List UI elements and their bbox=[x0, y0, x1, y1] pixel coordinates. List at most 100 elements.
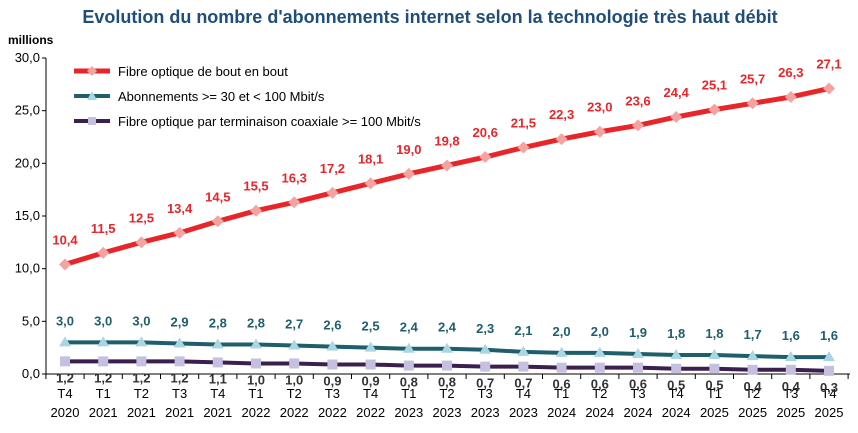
data-label: 3,0 bbox=[56, 313, 74, 328]
data-label: 3,0 bbox=[132, 313, 150, 328]
data-point bbox=[402, 167, 415, 180]
data-point bbox=[632, 347, 644, 358]
data-label: 25,7 bbox=[740, 71, 765, 86]
data-point bbox=[441, 159, 453, 172]
data-label: 16,3 bbox=[282, 170, 307, 185]
data-label: 23,0 bbox=[587, 100, 612, 115]
data-label: 2,8 bbox=[209, 316, 227, 331]
data-point bbox=[746, 350, 759, 361]
data-label: 1,2 bbox=[132, 370, 150, 385]
data-point bbox=[594, 362, 605, 373]
data-point bbox=[709, 363, 720, 374]
data-point bbox=[288, 339, 301, 350]
data-labels: 10,4 11,5 12,5 13,4 14,5 15,5 16,3 17,2 18,1 19,0… bbox=[52, 57, 841, 395]
x-tick-label-year: 2021 bbox=[89, 405, 118, 420]
data-point bbox=[708, 349, 721, 360]
x-tick-label-quarter: T1 bbox=[707, 386, 722, 401]
x-tick-label-year: 2023 bbox=[509, 405, 538, 420]
legend-label: Abonnements >= 30 et < 100 Mbit/s bbox=[118, 89, 325, 104]
x-tick-label-year: 2025 bbox=[815, 405, 844, 420]
x-tick-label-quarter: T3 bbox=[478, 386, 493, 401]
data-point bbox=[479, 343, 492, 354]
data-label: 10,4 bbox=[52, 232, 78, 247]
legend-label: Fibre optique de bout en bout bbox=[118, 64, 288, 79]
data-point bbox=[746, 97, 759, 110]
x-tick-label-quarter: T1 bbox=[248, 386, 263, 401]
x-tick-label-quarter: T3 bbox=[783, 386, 798, 401]
legend-label: Fibre optique par terminaison coaxiale >… bbox=[118, 114, 421, 129]
data-point bbox=[250, 338, 262, 349]
data-point bbox=[403, 360, 414, 371]
data-point bbox=[823, 82, 835, 95]
data-label: 2,1 bbox=[514, 323, 532, 338]
data-point bbox=[784, 90, 797, 103]
data-point bbox=[327, 359, 338, 370]
data-label: 1,6 bbox=[820, 328, 838, 343]
data-point bbox=[364, 341, 377, 352]
data-point bbox=[250, 204, 262, 217]
x-tick-label-quarter: T2 bbox=[439, 386, 454, 401]
data-label: 1,9 bbox=[629, 325, 647, 340]
y-tick-label: 20,0 bbox=[15, 155, 40, 170]
data-label: 11,5 bbox=[91, 221, 116, 236]
x-tick-label-year: 2025 bbox=[738, 405, 767, 420]
data-point bbox=[785, 364, 796, 375]
y-tick-label: 0,0 bbox=[22, 366, 40, 381]
data-label: 14,5 bbox=[205, 189, 230, 204]
x-tick-label-year: 2025 bbox=[700, 405, 729, 420]
data-point bbox=[556, 362, 567, 373]
data-point bbox=[479, 151, 492, 164]
data-label: 19,8 bbox=[434, 133, 459, 148]
x-tick-label-year: 2024 bbox=[624, 405, 653, 420]
data-point bbox=[365, 359, 376, 370]
data-label: 2,0 bbox=[591, 324, 609, 339]
data-point bbox=[442, 360, 452, 371]
data-label: 0,5 bbox=[705, 378, 723, 393]
data-label: 27,1 bbox=[816, 57, 841, 72]
data-label: 0,5 bbox=[667, 378, 685, 393]
data-label: 22,3 bbox=[549, 107, 574, 122]
data-point bbox=[593, 346, 606, 357]
data-label: 1,2 bbox=[171, 370, 189, 385]
data-point bbox=[480, 361, 491, 372]
x-tick-label-quarter: T4 bbox=[669, 386, 684, 401]
legend-marker bbox=[88, 117, 96, 125]
x-tick-label-year: 2021 bbox=[203, 405, 232, 420]
data-label: 21,5 bbox=[511, 116, 536, 131]
x-tick-label-quarter: T4 bbox=[821, 386, 836, 401]
data-label: 1,2 bbox=[94, 370, 112, 385]
data-point bbox=[671, 363, 682, 374]
y-axis-unit: millions bbox=[8, 33, 54, 47]
data-point bbox=[59, 336, 71, 347]
y-tick-label: 15,0 bbox=[15, 208, 40, 223]
data-label: 0,9 bbox=[323, 374, 341, 389]
data-label: 15,5 bbox=[243, 179, 268, 194]
data-point bbox=[518, 361, 529, 372]
data-point bbox=[288, 196, 301, 209]
data-label: 2,4 bbox=[400, 320, 419, 335]
data-label: 2,3 bbox=[476, 321, 494, 336]
data-label: 2,8 bbox=[247, 316, 265, 331]
data-point bbox=[326, 186, 339, 199]
x-tick-label-year: 2020 bbox=[51, 405, 80, 420]
data-label: 0,8 bbox=[400, 375, 418, 390]
data-point bbox=[824, 365, 834, 376]
data-point bbox=[593, 125, 606, 138]
x-tick-label-quarter: T1 bbox=[554, 386, 569, 401]
data-label: 26,3 bbox=[778, 65, 803, 80]
y-tick-label: 30,0 bbox=[15, 50, 40, 65]
x-tick-label-year: 2023 bbox=[394, 405, 423, 420]
data-point bbox=[97, 336, 110, 347]
data-label: 1,6 bbox=[782, 328, 800, 343]
data-point bbox=[135, 336, 148, 347]
data-point bbox=[326, 340, 339, 351]
x-tick-label-quarter: T4 bbox=[516, 386, 531, 401]
data-point bbox=[98, 356, 109, 367]
data-point bbox=[784, 351, 797, 362]
x-tick-label-year: 2024 bbox=[585, 405, 614, 420]
data-label: 2,4 bbox=[438, 320, 457, 335]
y-tick-label: 10,0 bbox=[15, 261, 40, 276]
data-label: 19,0 bbox=[396, 142, 421, 157]
x-tick-label-year: 2024 bbox=[547, 405, 576, 420]
